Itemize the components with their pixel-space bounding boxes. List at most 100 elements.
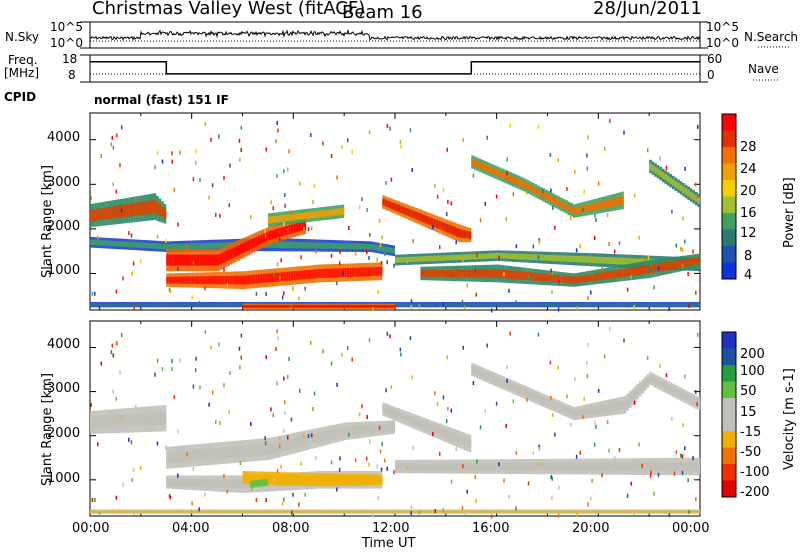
velocity-echo xyxy=(463,437,467,446)
power-speckle xyxy=(498,255,500,260)
velocity-echo xyxy=(107,415,111,428)
power-speckle xyxy=(550,268,553,273)
power-echo xyxy=(293,271,296,281)
velocity-echo xyxy=(664,382,668,390)
power-echo xyxy=(672,179,675,186)
velocity-echo xyxy=(359,425,363,435)
power-echo xyxy=(527,254,530,260)
velocity-echo xyxy=(306,476,309,483)
velocity-speckle xyxy=(277,336,279,341)
velocity-speckle xyxy=(239,365,241,370)
velocity-speckle xyxy=(288,356,290,361)
power-echo xyxy=(311,305,314,308)
power-echo xyxy=(654,303,657,306)
velocity-speckle xyxy=(368,462,370,467)
power-echo xyxy=(295,222,299,232)
velocity-echo xyxy=(186,479,190,487)
power-speckle xyxy=(434,183,436,188)
power-echo xyxy=(395,203,398,211)
velocity-echo xyxy=(542,510,546,513)
velocity-speckle xyxy=(505,423,507,428)
power-speckle xyxy=(112,182,114,187)
velocity-echo xyxy=(572,410,576,417)
power-speckle xyxy=(410,305,413,310)
velocity-echo xyxy=(445,430,449,439)
velocity-echo xyxy=(336,510,340,513)
velocity-echo xyxy=(580,462,584,471)
power-colorbar-frame xyxy=(721,113,737,280)
power-speckle xyxy=(191,295,193,300)
velocity-echo xyxy=(529,391,533,399)
power-speckle xyxy=(646,148,649,153)
power-echo xyxy=(90,209,93,222)
velocity-speckle xyxy=(597,388,600,393)
power-echo xyxy=(463,230,467,239)
power-echo xyxy=(369,305,373,308)
velocity-echo xyxy=(229,446,233,458)
power-echo xyxy=(285,305,289,308)
power-echo xyxy=(323,305,327,308)
power-speckle xyxy=(330,253,333,258)
power-speckle xyxy=(558,279,560,284)
power-echo xyxy=(402,206,406,215)
velocity-echo xyxy=(448,431,451,440)
velocity-echo xyxy=(125,414,129,427)
velocity-echo xyxy=(583,408,586,416)
velocity-echo xyxy=(692,510,695,513)
power-speckle xyxy=(116,133,118,138)
velocity-echo xyxy=(567,408,571,415)
velocity-echo xyxy=(598,462,601,471)
power-echo xyxy=(527,303,530,306)
power-echo xyxy=(280,272,284,282)
velocity-speckle xyxy=(265,355,267,360)
velocity-echo xyxy=(102,415,106,428)
velocity-echo xyxy=(628,395,632,404)
power-echo xyxy=(697,303,701,306)
velocity-speckle xyxy=(283,428,285,433)
power-echo xyxy=(178,254,182,266)
power-echo xyxy=(608,199,612,208)
power-echo xyxy=(494,303,497,306)
velocity-echo xyxy=(321,510,324,513)
power-echo xyxy=(199,254,202,266)
velocity-speckle xyxy=(112,389,114,394)
power-echo xyxy=(628,267,632,277)
power-echo xyxy=(616,197,619,206)
power-echo xyxy=(461,269,464,278)
power-echo xyxy=(237,245,241,256)
velocity-echo xyxy=(300,476,304,483)
velocity-speckle xyxy=(286,374,289,379)
power-echo xyxy=(290,271,294,281)
power-echo xyxy=(130,241,134,248)
velocity-echo xyxy=(570,409,573,416)
power-echo xyxy=(273,241,276,248)
velocity-speckle xyxy=(120,415,123,420)
power-echo xyxy=(405,303,408,306)
power-speckle xyxy=(587,135,589,140)
velocity-echo xyxy=(428,510,431,513)
power-echo xyxy=(328,209,332,217)
velocity-speckle xyxy=(379,449,382,454)
velocity-echo xyxy=(306,510,309,513)
power-echo xyxy=(217,254,220,266)
velocity-speckle xyxy=(179,358,181,363)
power-echo xyxy=(130,303,134,306)
x-axis-label: Time UT xyxy=(362,536,416,551)
power-echo xyxy=(181,276,185,284)
velocity-echo xyxy=(168,452,172,464)
power-echo xyxy=(529,184,533,192)
power-speckle xyxy=(650,263,652,268)
power-echo xyxy=(572,207,576,215)
power-echo xyxy=(331,268,335,278)
power-echo xyxy=(557,199,561,207)
velocity-echo xyxy=(344,476,347,483)
power-colorbar-segment xyxy=(722,262,736,279)
power-echo xyxy=(283,241,286,249)
power-echo xyxy=(565,303,568,306)
velocity-speckle xyxy=(442,395,445,400)
power-echo xyxy=(509,175,512,183)
velocity-echo xyxy=(199,449,202,461)
power-speckle xyxy=(199,178,201,183)
power-echo xyxy=(570,276,573,284)
velocity-echo xyxy=(504,380,507,388)
